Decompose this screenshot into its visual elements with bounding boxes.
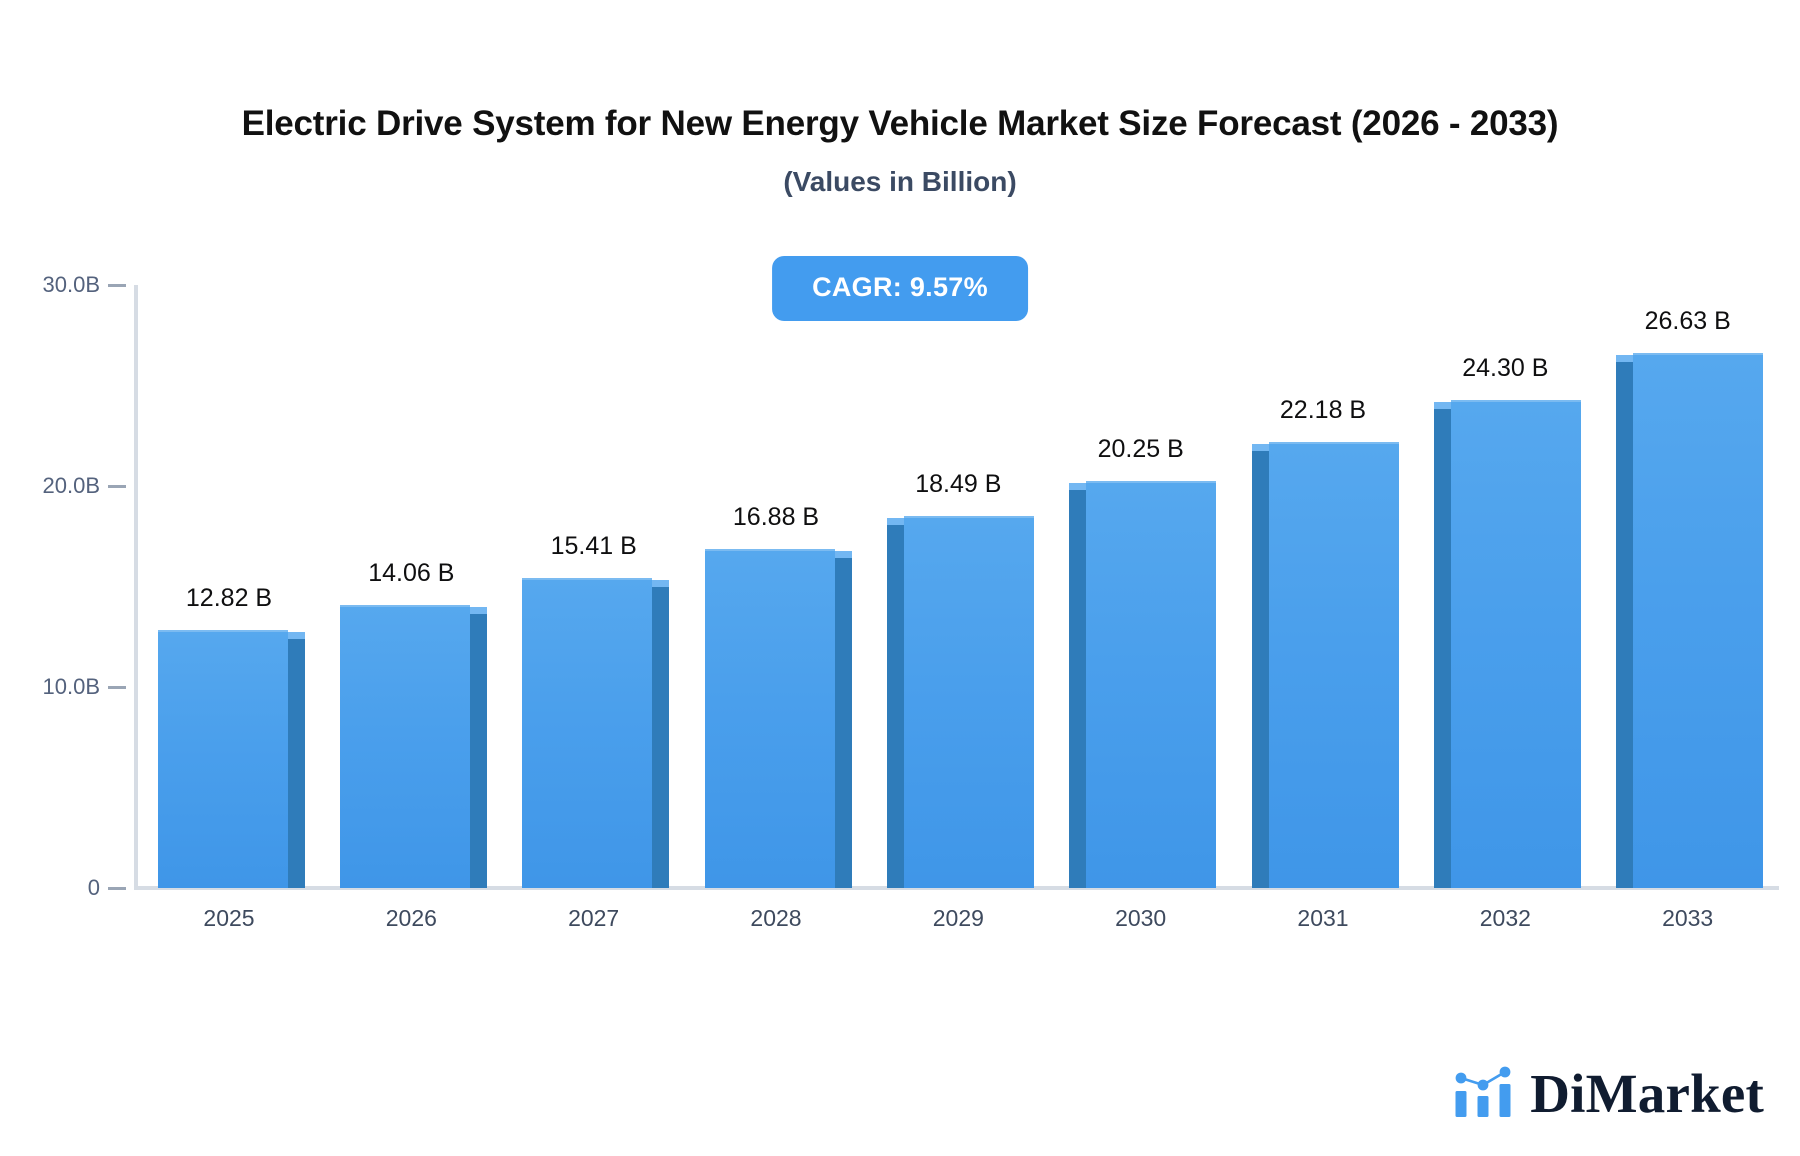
y-axis-tick-mark	[108, 284, 126, 287]
y-axis-tick-label: 10.0B	[42, 674, 101, 699]
bar-face	[1268, 442, 1399, 888]
bar-top-face	[886, 518, 904, 526]
bar-chart-logo-icon	[1452, 1063, 1514, 1124]
bar-side-face	[652, 587, 670, 888]
bar-top-face	[1069, 482, 1087, 490]
bar-face	[1450, 399, 1581, 888]
bar-side-face	[886, 525, 904, 888]
x-axis-label: 2032	[1479, 905, 1531, 931]
bar-face	[1086, 480, 1217, 888]
cagr-badge: CAGR: 9.57%	[772, 256, 1028, 321]
bar-top-face	[834, 550, 852, 558]
y-axis-tick-mark	[108, 485, 126, 488]
bar-face	[1633, 352, 1764, 888]
bars-layer: 12.82 B 14.06 B 15.41 B 16.88 B 18.49 B 20.25…	[138, 285, 1779, 888]
bar-value-label: 24.30 B	[1462, 353, 1549, 382]
y-axis-tick: 30.0B	[0, 272, 134, 311]
bar-value-label: 12.82 B	[185, 584, 273, 613]
bar[interactable]	[685, 548, 867, 888]
bar[interactable]	[1232, 442, 1414, 888]
bar[interactable]	[320, 605, 502, 888]
chart-subtitle: (Values in Billion)	[783, 166, 1017, 197]
bar-value-label: 15.41 B	[550, 532, 637, 561]
y-axis-tick-mark	[108, 887, 126, 890]
x-axis-line	[134, 886, 1779, 890]
bar[interactable]	[867, 516, 1049, 888]
bar-group[interactable]: 16.88 B	[685, 285, 867, 888]
bar-top-face	[1251, 444, 1269, 452]
bar-face	[704, 548, 835, 888]
bar-face	[903, 516, 1034, 888]
y-axis-tick-label: 0	[87, 875, 100, 900]
x-axis-label: 2031	[1297, 905, 1349, 931]
bar-side-face	[1433, 408, 1451, 888]
bar-group[interactable]: 18.49 B	[867, 285, 1049, 888]
bar-face	[522, 578, 653, 888]
x-axis-label: 2033	[1662, 905, 1714, 931]
bar-side-face	[1251, 451, 1269, 888]
bar[interactable]	[503, 578, 685, 888]
bar-group[interactable]: 12.82 B	[138, 285, 320, 888]
x-axis-label: 2030	[1115, 905, 1167, 931]
bar[interactable]	[1414, 399, 1596, 888]
bar-value-label: 22.18 B	[1279, 396, 1367, 425]
bar[interactable]	[1597, 352, 1779, 888]
y-axis-tick: 20.0B	[0, 473, 134, 512]
y-axis-tick-label: 20.0B	[42, 473, 101, 498]
bar-value-label: 16.88 B	[732, 502, 820, 531]
bar-value-label: 18.49 B	[915, 470, 1002, 499]
x-axis-label: 2028	[750, 905, 802, 931]
brand-logo: DiMarket	[1452, 1063, 1764, 1124]
bar-side-face	[469, 614, 487, 888]
x-axis-labels: 2025 2026 2027 2028 2029 2030 2031 2032 2033	[138, 905, 1779, 945]
bar-top-face	[469, 607, 487, 615]
chart-header: Electric Drive System for New Energy Veh…	[0, 0, 1800, 198]
bar-group[interactable]: 14.06 B	[320, 285, 502, 888]
bar-value-label: 14.06 B	[368, 559, 455, 588]
bar-top-face	[1616, 354, 1634, 362]
bar-side-face	[1069, 489, 1087, 888]
bar-value-label: 20.25 B	[1097, 434, 1184, 463]
bar-group[interactable]: 26.63 B	[1597, 285, 1779, 888]
bar-top-face	[287, 632, 305, 640]
y-axis-tick: 10.0B	[0, 674, 134, 713]
x-axis-label: 2026	[385, 905, 437, 931]
page-title: Electric Drive System for New Energy Veh…	[241, 104, 1559, 143]
y-axis-tick: 0	[0, 875, 134, 914]
bar-top-face	[652, 580, 670, 588]
bar-side-face	[834, 557, 852, 888]
bar-face	[339, 605, 470, 888]
bar-face	[157, 630, 288, 888]
bar-group[interactable]: 20.25 B	[1050, 285, 1232, 888]
brand-logo-text: DiMarket	[1530, 1063, 1764, 1124]
y-axis-tick-mark	[108, 686, 126, 689]
x-axis-label: 2029	[932, 905, 984, 931]
bar[interactable]	[138, 630, 320, 888]
bar-value-label: 26.63 B	[1644, 306, 1731, 335]
x-axis-label: 2025	[203, 905, 255, 931]
y-axis-tick-label: 30.0B	[42, 272, 101, 297]
bar-top-face	[1433, 401, 1451, 409]
bar-side-face	[1616, 361, 1634, 888]
bar-group[interactable]: 22.18 B	[1232, 285, 1414, 888]
bar-side-face	[287, 639, 305, 888]
bar-group[interactable]: 24.30 B	[1414, 285, 1596, 888]
bar-group[interactable]: 15.41 B	[503, 285, 685, 888]
x-axis-label: 2027	[568, 905, 620, 931]
y-axis-line	[134, 285, 138, 890]
bar[interactable]	[1050, 480, 1232, 888]
